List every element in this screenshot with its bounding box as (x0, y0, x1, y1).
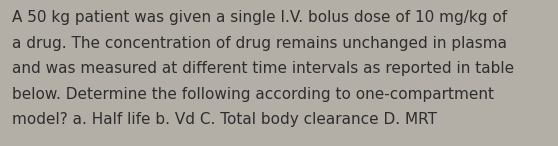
Text: and was measured at different time intervals as reported in table: and was measured at different time inter… (12, 61, 514, 76)
Text: model? a. Half life b. Vd C. Total body clearance D. MRT: model? a. Half life b. Vd C. Total body … (12, 112, 437, 127)
Text: A 50 kg patient was given a single I.V. bolus dose of 10 mg/kg of: A 50 kg patient was given a single I.V. … (12, 10, 507, 25)
Text: a drug. The concentration of drug remains unchanged in plasma: a drug. The concentration of drug remain… (12, 36, 507, 51)
Text: below. Determine the following according to one-compartment: below. Determine the following according… (12, 87, 494, 102)
